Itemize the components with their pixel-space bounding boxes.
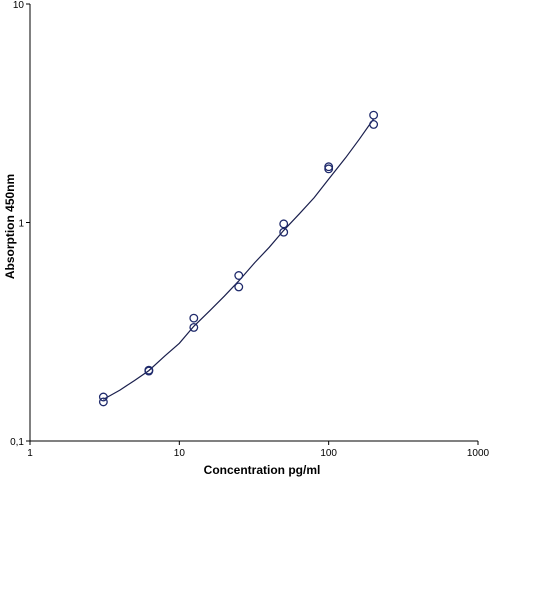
- fit-curve-layer: [103, 118, 375, 400]
- data-points-layer: [98, 110, 379, 407]
- data-point: [98, 397, 108, 407]
- y-tick-label: 0,1: [10, 437, 24, 448]
- data-point: [279, 219, 289, 229]
- data-point: [98, 392, 108, 402]
- x-tick-label: 1: [27, 448, 33, 459]
- data-point: [324, 164, 334, 174]
- data-point: [279, 227, 289, 237]
- data-point: [189, 313, 199, 323]
- data-point: [234, 271, 244, 280]
- data-point: [369, 120, 379, 129]
- data-point: [369, 110, 379, 120]
- fit-curve: [103, 118, 375, 400]
- y-axis-title: Absorption 450nm: [3, 174, 17, 279]
- x-tick-label: 1000: [467, 448, 490, 459]
- data-point: [144, 365, 154, 375]
- axes: [26, 3, 479, 445]
- data-point: [189, 322, 199, 332]
- y-tick-label: 10: [13, 0, 25, 11]
- x-axis-title: Concentration pg/ml: [204, 463, 321, 477]
- x-tick-label: 100: [320, 448, 337, 459]
- y-tick-label: 1: [18, 219, 24, 230]
- data-point: [234, 282, 244, 292]
- x-tick-label: 10: [174, 448, 186, 459]
